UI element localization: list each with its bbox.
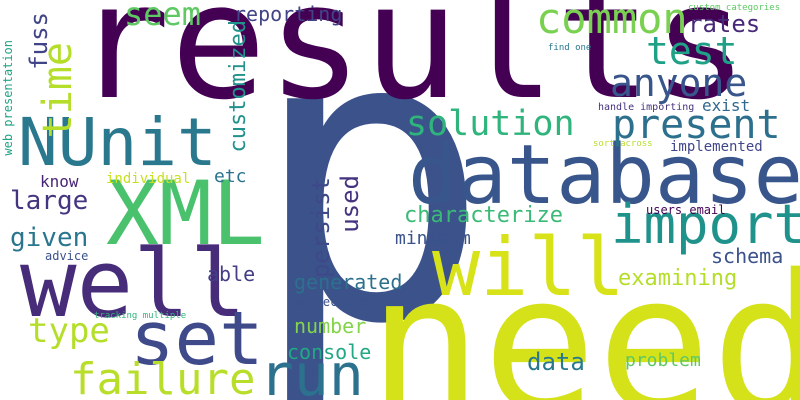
word-used: used <box>336 175 364 233</box>
word-characterize: characterize <box>404 203 563 228</box>
word-fuss: fuss <box>25 12 53 70</box>
word-implemented: implemented <box>670 139 763 155</box>
word-schema: schema <box>711 244 784 268</box>
word-given: given <box>10 223 89 253</box>
word-results: results <box>74 0 749 135</box>
word-individual: individual <box>106 171 191 187</box>
word-tracking-multiple: tracking multiple <box>94 311 187 321</box>
word-set: set <box>130 296 264 382</box>
word-users-email: users email <box>646 203 726 217</box>
word-run: run <box>259 341 364 400</box>
word-handle-importing: handle importing <box>598 102 695 113</box>
word-well: well <box>20 230 247 339</box>
word-database: database <box>408 128 800 223</box>
word-customized: customized <box>226 20 251 153</box>
word-know: know <box>40 172 79 191</box>
word-nunit: NUnit <box>18 104 217 181</box>
word-common: common <box>536 0 688 43</box>
word-able: able <box>207 262 256 286</box>
word-test: test <box>646 29 738 73</box>
word-number: number <box>294 314 367 338</box>
word-solution: solution <box>406 104 575 144</box>
word-rates: rates <box>688 10 761 38</box>
word-minimum: minimum <box>395 228 471 249</box>
word-failure: failure <box>70 354 256 400</box>
word-persist: persist <box>307 177 335 279</box>
word-anyone: anyone <box>610 61 748 105</box>
word-need: need <box>368 234 800 400</box>
word-web-presentation: web presentation <box>1 40 15 156</box>
word-appreciated: appreciated <box>294 295 374 309</box>
word-xml: XML <box>106 162 265 265</box>
word-large: large <box>10 186 89 216</box>
word-seem: seem <box>124 0 202 33</box>
word-present: present <box>612 102 781 148</box>
word-reporting: reporting <box>234 2 343 26</box>
word-import: import <box>611 193 800 256</box>
word-type: type <box>28 311 110 351</box>
word-examining: examining <box>618 266 738 291</box>
word-sort-across: sort across <box>593 139 653 149</box>
word-will: will <box>432 221 625 314</box>
word-console: console <box>287 340 372 364</box>
word-advice: advice <box>45 249 89 263</box>
word-problem: problem <box>625 350 701 371</box>
word-exist: exist <box>702 96 751 115</box>
word-p: p <box>250 0 491 400</box>
word-etc: etc <box>214 166 247 187</box>
word-generated: generated <box>294 270 403 294</box>
word-custom-categories: custom categories <box>688 3 781 13</box>
word-data: data <box>527 348 585 376</box>
word-find-one: find one <box>548 43 592 53</box>
